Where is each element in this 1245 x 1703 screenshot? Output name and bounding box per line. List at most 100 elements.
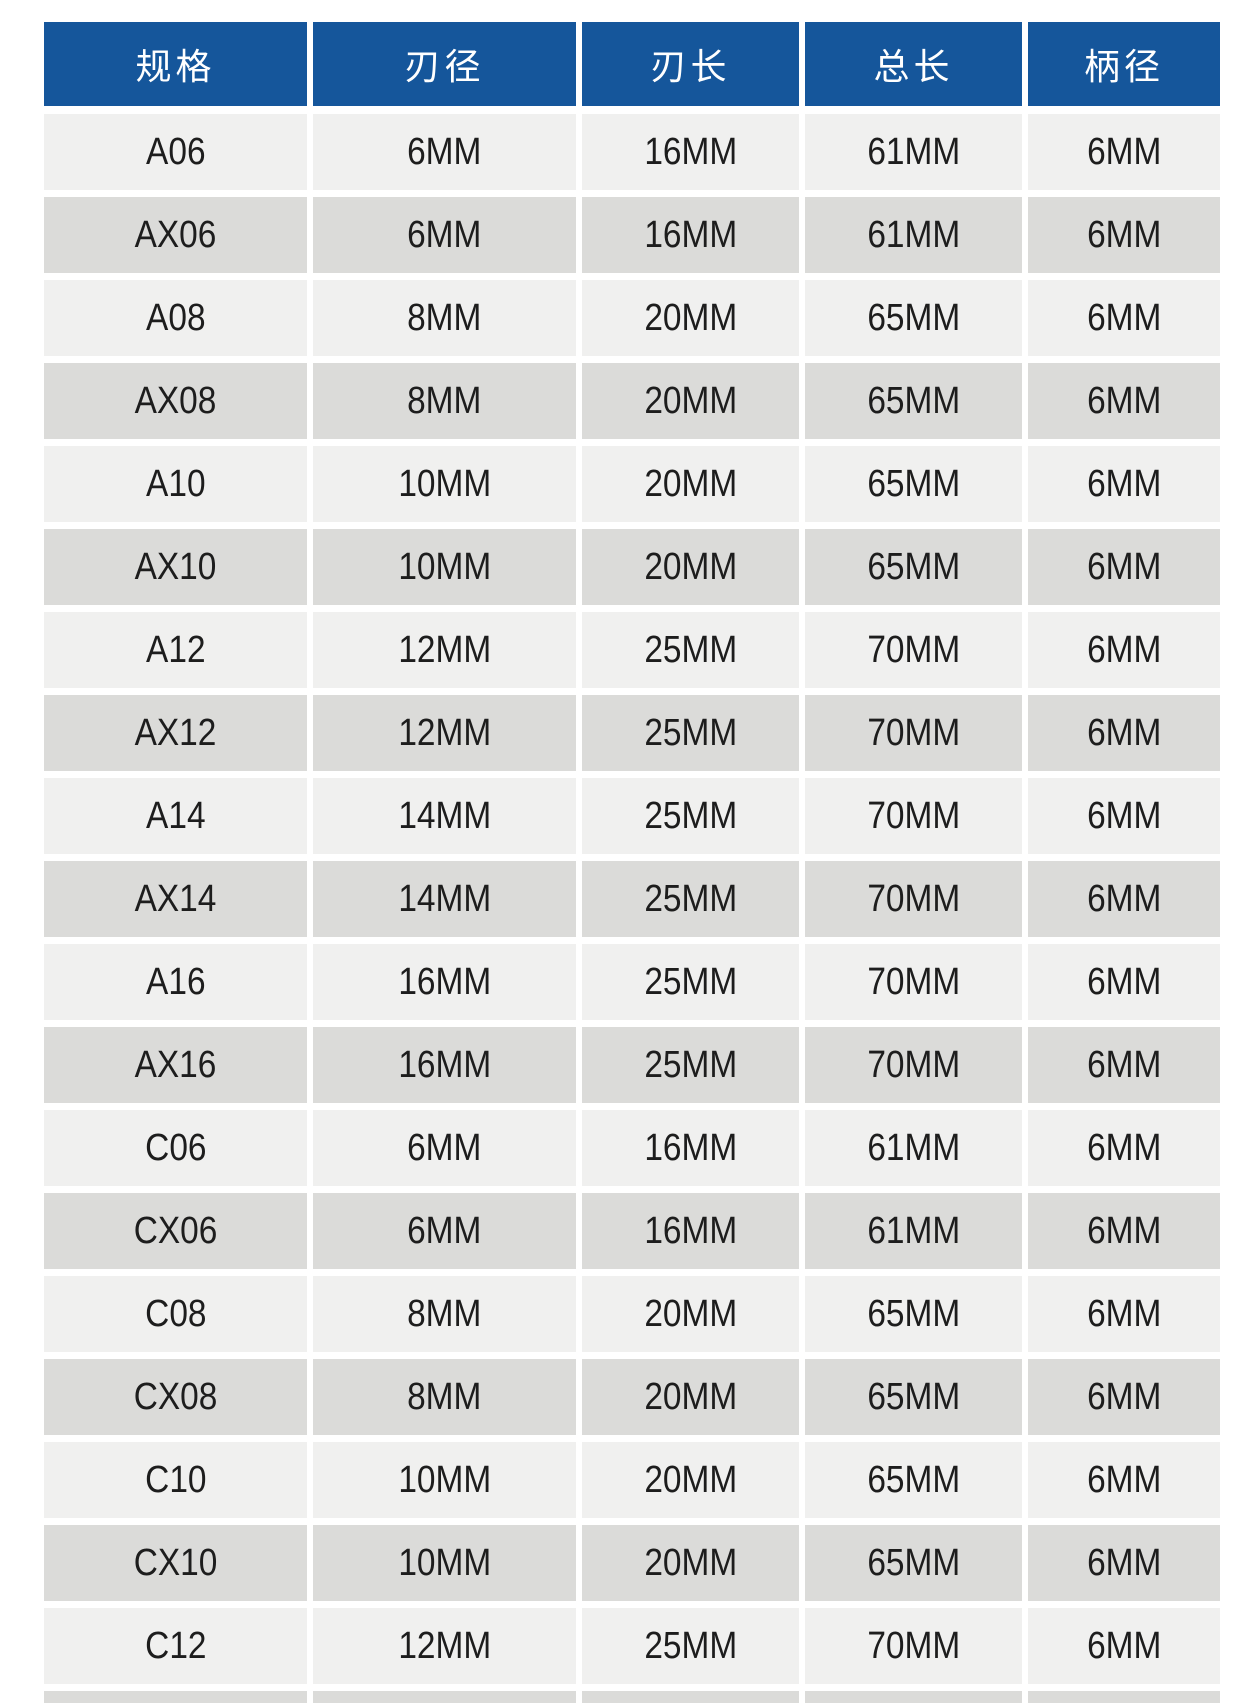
cell-text: 6MM [1086, 1126, 1162, 1169]
table-cell-blade-diameter: 10MM [313, 446, 576, 522]
table-cell-blade-diameter: 12MM [313, 695, 576, 771]
table-cell-total-length: 65MM [805, 1442, 1022, 1518]
table-cell-total-length: 70MM [805, 778, 1022, 854]
cell-text: C12 [144, 1624, 207, 1667]
table-cell-blade-diameter [313, 1691, 576, 1703]
table-cell-blade-diameter: 16MM [313, 944, 576, 1020]
cell-text: 6MM [1086, 1375, 1162, 1418]
table-cell-shank-diameter: 6MM [1028, 114, 1220, 190]
cell-text: AX08 [134, 379, 217, 422]
table-cell-blade-length: 16MM [582, 114, 799, 190]
cell-text: 12MM [398, 628, 491, 671]
table-cell-total-length: 70MM [805, 944, 1022, 1020]
table-cell-spec: A08 [44, 280, 307, 356]
cell-text: C06 [144, 1126, 207, 1169]
cell-text: 14MM [398, 794, 491, 837]
table-cell-spec: C12 [44, 1608, 307, 1684]
cell-text: 10MM [398, 1458, 491, 1501]
table-cell-shank-diameter: 6MM [1028, 1442, 1220, 1518]
cell-text: 6MM [1086, 628, 1162, 671]
table-cell-spec: CX08 [44, 1359, 307, 1435]
table-cell-total-length: 61MM [805, 1193, 1022, 1269]
cell-text: 6MM [1086, 1043, 1162, 1086]
table-row: A06 6MM 16MM 61MM 6MM [44, 114, 1220, 190]
cell-text: 20MM [644, 1292, 737, 1335]
cell-text: 6MM [1086, 794, 1162, 837]
cell-text: A10 [145, 462, 206, 505]
table-cell-blade-length: 16MM [582, 197, 799, 273]
table-cell-blade-diameter: 8MM [313, 363, 576, 439]
table-cell-spec: AX12 [44, 695, 307, 771]
table-row: A12 12MM 25MM 70MM 6MM [44, 612, 1220, 688]
table-cell-spec: AX16 [44, 1027, 307, 1103]
cell-text: 20MM [644, 545, 737, 588]
table-cell-total-length: 65MM [805, 363, 1022, 439]
cell-text: 70MM [867, 1043, 960, 1086]
table-cell-shank-diameter: 6MM [1028, 446, 1220, 522]
cell-text: 20MM [644, 462, 737, 505]
cell-text: 20MM [644, 296, 737, 339]
cell-text: 70MM [867, 877, 960, 920]
cell-text: 8MM [407, 296, 482, 339]
table-row: CX10 10MM 20MM 65MM 6MM [44, 1525, 1220, 1601]
cell-text: 25MM [644, 711, 737, 754]
cell-text: 10MM [398, 462, 491, 505]
table-cell-shank-diameter: 6MM [1028, 529, 1220, 605]
table-row: AX06 6MM 16MM 61MM 6MM [44, 197, 1220, 273]
table-cell-spec: C08 [44, 1276, 307, 1352]
table-row-partial [44, 1691, 1220, 1703]
table-cell-total-length: 70MM [805, 1608, 1022, 1684]
cell-text: 20MM [644, 1541, 737, 1584]
cell-text: 65MM [867, 296, 960, 339]
cell-text: 6MM [407, 1209, 482, 1252]
cell-text: 6MM [1086, 960, 1162, 1003]
cell-text: 6MM [1086, 1624, 1162, 1667]
cell-text: C10 [144, 1458, 207, 1501]
cell-text: 70MM [867, 794, 960, 837]
table-cell-total-length: 65MM [805, 446, 1022, 522]
table-cell-spec: CX06 [44, 1193, 307, 1269]
cell-text: 20MM [644, 379, 737, 422]
table-row: A14 14MM 25MM 70MM 6MM [44, 778, 1220, 854]
table-cell-shank-diameter: 6MM [1028, 1608, 1220, 1684]
cell-text: 65MM [867, 1292, 960, 1335]
table-body: A06 6MM 16MM 61MM 6MM AX06 6MM 16MM 61MM… [44, 114, 1220, 1703]
cell-text: 25MM [644, 628, 737, 671]
table-cell-blade-diameter: 12MM [313, 1608, 576, 1684]
table-row: C10 10MM 20MM 65MM 6MM [44, 1442, 1220, 1518]
table-cell-blade-length: 20MM [582, 529, 799, 605]
table-cell-total-length: 70MM [805, 861, 1022, 937]
table-row: C08 8MM 20MM 65MM 6MM [44, 1276, 1220, 1352]
table-cell-total-length: 70MM [805, 1027, 1022, 1103]
table-cell-blade-length: 25MM [582, 1608, 799, 1684]
cell-text: C08 [144, 1292, 207, 1335]
table-cell-blade-diameter: 6MM [313, 1193, 576, 1269]
table-cell-blade-length: 20MM [582, 363, 799, 439]
table-cell-blade-length: 20MM [582, 1525, 799, 1601]
header-cell-spec: 规格 [44, 22, 307, 106]
cell-text: 6MM [1086, 545, 1162, 588]
cell-text: 16MM [644, 1126, 737, 1169]
cell-text: 6MM [407, 213, 482, 256]
table-cell-spec: AX06 [44, 197, 307, 273]
table-cell-total-length: 61MM [805, 114, 1022, 190]
table-cell-spec: A16 [44, 944, 307, 1020]
cell-text: A14 [145, 794, 206, 837]
table-cell-shank-diameter: 6MM [1028, 280, 1220, 356]
table-cell-blade-diameter: 6MM [313, 197, 576, 273]
cell-text: 6MM [1086, 462, 1162, 505]
table-cell-spec: A14 [44, 778, 307, 854]
table-cell-blade-diameter: 8MM [313, 280, 576, 356]
table-cell-shank-diameter: 6MM [1028, 1359, 1220, 1435]
table-cell-blade-length: 20MM [582, 1276, 799, 1352]
table-cell-blade-diameter: 10MM [313, 529, 576, 605]
cell-text: AX12 [134, 711, 217, 754]
cell-text: 12MM [398, 1624, 491, 1667]
table-row: A16 16MM 25MM 70MM 6MM [44, 944, 1220, 1020]
cell-text: 65MM [867, 1541, 960, 1584]
table-row: CX06 6MM 16MM 61MM 6MM [44, 1193, 1220, 1269]
cell-text: 61MM [867, 130, 960, 173]
header-cell-shank-diameter: 柄径 [1028, 22, 1220, 106]
table-cell-spec: AX08 [44, 363, 307, 439]
table-cell-blade-length: 25MM [582, 1027, 799, 1103]
